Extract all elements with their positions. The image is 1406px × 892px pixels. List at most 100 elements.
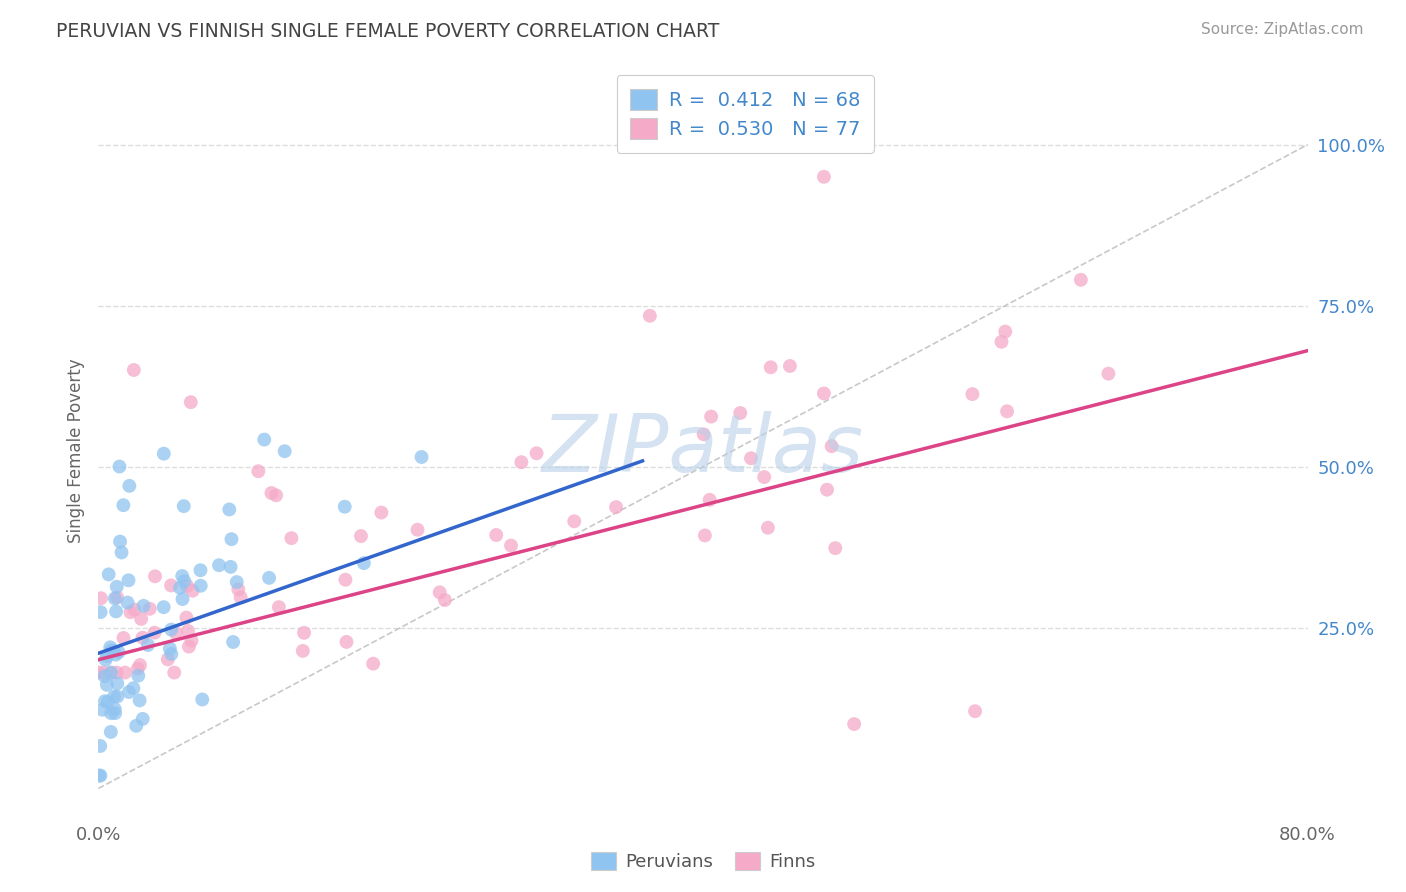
Text: Source: ZipAtlas.com: Source: ZipAtlas.com bbox=[1201, 22, 1364, 37]
Point bbox=[169, 581, 191, 595]
Point bbox=[131, 631, 153, 645]
Point bbox=[114, 665, 136, 680]
Point bbox=[107, 645, 129, 659]
Point bbox=[139, 602, 162, 616]
Y-axis label: Single Female Poverty: Single Female Poverty bbox=[66, 359, 84, 542]
Point bbox=[180, 633, 202, 648]
Point bbox=[100, 725, 122, 739]
Point bbox=[264, 488, 287, 502]
Point bbox=[218, 502, 240, 516]
Point bbox=[335, 635, 357, 649]
Point bbox=[105, 665, 128, 680]
Point bbox=[172, 592, 194, 607]
Point bbox=[291, 644, 314, 658]
Point bbox=[129, 658, 152, 673]
Point bbox=[89, 768, 111, 782]
Point bbox=[965, 704, 987, 718]
Point bbox=[370, 506, 392, 520]
Point bbox=[219, 560, 242, 574]
Point bbox=[350, 529, 373, 543]
Point bbox=[177, 624, 200, 638]
Legend: R =  0.412   N = 68, R =  0.530   N = 77: R = 0.412 N = 68, R = 0.530 N = 77 bbox=[617, 75, 875, 153]
Point bbox=[190, 579, 212, 593]
Point bbox=[728, 406, 751, 420]
Point bbox=[562, 514, 585, 528]
Point bbox=[1070, 273, 1092, 287]
Point bbox=[994, 325, 1017, 339]
Point bbox=[273, 444, 295, 458]
Point bbox=[160, 647, 183, 661]
Point bbox=[94, 694, 117, 708]
Point bbox=[96, 648, 118, 663]
Point bbox=[97, 695, 120, 709]
Point bbox=[89, 739, 111, 753]
Point bbox=[132, 599, 155, 613]
Point bbox=[221, 532, 243, 546]
Point bbox=[143, 569, 166, 583]
Point bbox=[222, 635, 245, 649]
Point bbox=[995, 404, 1018, 418]
Point bbox=[152, 600, 174, 615]
Point bbox=[429, 585, 451, 599]
Point bbox=[156, 652, 179, 666]
Point bbox=[173, 499, 195, 513]
Point bbox=[292, 625, 315, 640]
Point bbox=[127, 662, 149, 676]
Point bbox=[98, 640, 121, 655]
Point bbox=[190, 563, 212, 577]
Point bbox=[93, 665, 115, 680]
Point bbox=[180, 395, 202, 409]
Point bbox=[159, 641, 181, 656]
Point bbox=[127, 668, 149, 682]
Point bbox=[962, 387, 984, 401]
Point bbox=[129, 612, 152, 626]
Point bbox=[700, 409, 723, 424]
Point bbox=[96, 678, 118, 692]
Point bbox=[112, 498, 135, 512]
Point bbox=[824, 541, 846, 555]
Point bbox=[485, 528, 508, 542]
Point bbox=[526, 446, 548, 460]
Point bbox=[97, 567, 120, 582]
Point bbox=[104, 706, 127, 720]
Point bbox=[605, 500, 627, 514]
Point bbox=[160, 578, 183, 592]
Point bbox=[176, 610, 198, 624]
Point bbox=[333, 500, 356, 514]
Point bbox=[94, 653, 117, 667]
Point bbox=[118, 479, 141, 493]
Point bbox=[844, 717, 866, 731]
Point bbox=[87, 768, 110, 782]
Text: PERUVIAN VS FINNISH SINGLE FEMALE POVERTY CORRELATION CHART: PERUVIAN VS FINNISH SINGLE FEMALE POVERT… bbox=[56, 22, 720, 41]
Point bbox=[93, 669, 115, 683]
Point bbox=[411, 450, 433, 464]
Point bbox=[105, 690, 128, 704]
Point bbox=[132, 712, 155, 726]
Point bbox=[820, 439, 842, 453]
Point bbox=[100, 643, 122, 657]
Point bbox=[225, 575, 247, 590]
Point bbox=[136, 638, 159, 652]
Point bbox=[499, 539, 522, 553]
Point bbox=[160, 623, 183, 637]
Point bbox=[120, 605, 142, 619]
Point bbox=[172, 569, 194, 583]
Point bbox=[990, 334, 1012, 349]
Point bbox=[353, 556, 375, 570]
Point bbox=[143, 625, 166, 640]
Point bbox=[699, 492, 721, 507]
Point bbox=[754, 470, 776, 484]
Point bbox=[100, 665, 122, 680]
Legend: Peruvians, Finns: Peruvians, Finns bbox=[583, 845, 823, 879]
Point bbox=[208, 558, 231, 573]
Point bbox=[110, 545, 132, 559]
Point bbox=[108, 459, 131, 474]
Point bbox=[103, 644, 125, 658]
Point bbox=[813, 169, 835, 184]
Point bbox=[257, 571, 280, 585]
Point bbox=[335, 573, 357, 587]
Point bbox=[104, 648, 127, 662]
Point bbox=[693, 528, 716, 542]
Point bbox=[163, 665, 186, 680]
Point bbox=[779, 359, 801, 373]
